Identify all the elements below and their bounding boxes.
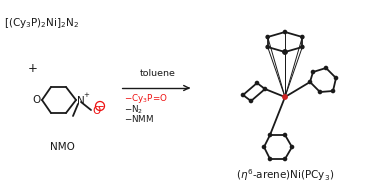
- Circle shape: [266, 45, 269, 49]
- Text: −: −: [97, 102, 103, 111]
- Circle shape: [284, 50, 287, 54]
- Circle shape: [264, 87, 267, 91]
- Circle shape: [301, 35, 304, 39]
- Circle shape: [290, 145, 294, 149]
- Text: $-$N$_2$: $-$N$_2$: [124, 103, 143, 115]
- Text: N: N: [77, 96, 85, 106]
- Circle shape: [324, 66, 327, 70]
- Circle shape: [249, 99, 253, 103]
- Circle shape: [283, 50, 287, 54]
- Text: $-$NMM: $-$NMM: [124, 113, 154, 124]
- Circle shape: [268, 133, 271, 137]
- Text: +: +: [28, 61, 38, 74]
- Circle shape: [241, 93, 245, 97]
- Text: O: O: [92, 106, 100, 116]
- Circle shape: [301, 45, 304, 49]
- Text: NMO: NMO: [50, 142, 74, 152]
- Circle shape: [255, 81, 259, 85]
- Circle shape: [284, 133, 287, 137]
- Circle shape: [334, 76, 338, 80]
- Circle shape: [311, 70, 315, 74]
- Circle shape: [268, 157, 271, 161]
- Circle shape: [318, 90, 321, 94]
- Circle shape: [331, 89, 335, 93]
- Circle shape: [262, 145, 265, 149]
- Circle shape: [284, 30, 287, 34]
- Text: ($\eta^6$-arene)Ni(PCy$_3$): ($\eta^6$-arene)Ni(PCy$_3$): [236, 167, 334, 183]
- Circle shape: [266, 35, 269, 39]
- Circle shape: [283, 95, 287, 99]
- Text: toluene: toluene: [139, 69, 176, 78]
- Text: +: +: [83, 92, 89, 98]
- Circle shape: [308, 80, 312, 84]
- Text: [(Cy$_3$P)$_2$Ni]$_2$N$_2$: [(Cy$_3$P)$_2$Ni]$_2$N$_2$: [4, 16, 79, 30]
- Text: $-$Cy$_3$P=O: $-$Cy$_3$P=O: [124, 92, 168, 105]
- Text: O: O: [33, 95, 41, 105]
- Circle shape: [284, 157, 287, 161]
